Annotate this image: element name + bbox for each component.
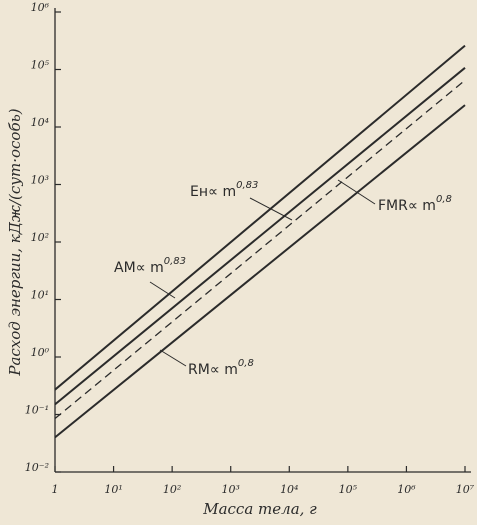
series-line <box>54 44 466 391</box>
series-label: RM∝ m0,8 <box>188 358 254 378</box>
series-exponent: 0,8 <box>436 194 452 205</box>
x-tick-label: 10³ <box>222 483 240 496</box>
y-tick-label: 10⁰ <box>31 346 50 359</box>
series-line <box>54 104 466 439</box>
y-tick-label: 10⁶ <box>31 1 50 14</box>
series-name: RM∝ m <box>188 362 238 378</box>
y-tick-label: 10³ <box>31 174 49 187</box>
leader-line <box>159 349 187 367</box>
series-label: AM∝ m0,83 <box>114 256 186 276</box>
series-label: Eн∝ m0,83 <box>190 180 258 200</box>
series-name: AM∝ m <box>114 260 164 276</box>
x-tick-label: 10¹ <box>104 483 122 496</box>
leader-line <box>149 281 176 299</box>
y-tick-label: 10⁴ <box>31 116 49 129</box>
x-tick-label: 10⁵ <box>339 483 358 496</box>
series-name: FMR∝ m <box>378 198 436 214</box>
series-label: FMR∝ m0,8 <box>378 194 452 214</box>
leader-line <box>249 197 293 221</box>
series-exponent: 0,83 <box>164 256 186 267</box>
x-axis-label: Масса тела, г <box>202 500 317 518</box>
x-tick-label: 10² <box>163 483 181 496</box>
x-tick-label: 1 <box>52 483 59 496</box>
y-tick-label: 10⁻² <box>25 461 49 474</box>
y-tick-label: 10² <box>31 231 49 244</box>
series-name: Eн∝ m <box>190 184 236 200</box>
y-tick-label: 10⁵ <box>31 59 50 72</box>
x-tick-label: 10⁴ <box>280 483 298 496</box>
x-tick-label: 10⁷ <box>456 483 475 496</box>
series-exponent: 0,83 <box>236 180 258 191</box>
y-tick-label: 10¹ <box>31 289 49 302</box>
series-exponent: 0,8 <box>238 358 254 369</box>
x-tick-label: 10⁶ <box>397 483 416 496</box>
series-line <box>54 79 466 420</box>
y-axis-label: Расход энергии, кДж/(сут·особь) <box>6 108 24 376</box>
series-line <box>54 67 466 406</box>
y-tick-label: 10⁻¹ <box>25 404 49 417</box>
